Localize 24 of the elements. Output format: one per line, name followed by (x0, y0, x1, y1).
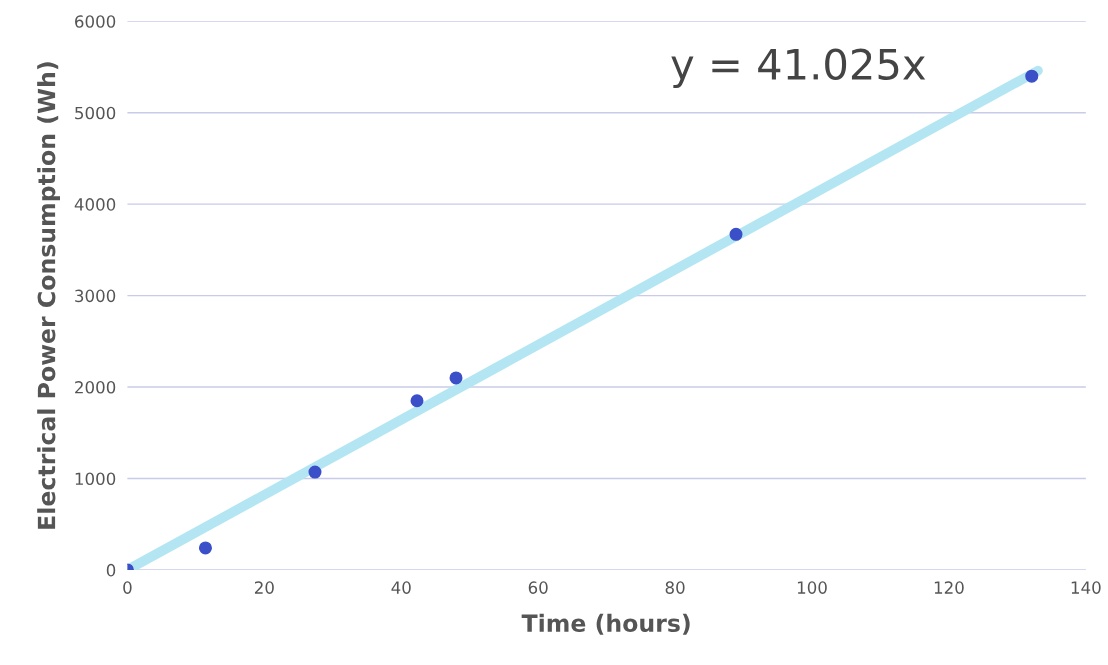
x-tick-label: 40 (391, 581, 411, 594)
x-tick-label: 140 (1071, 581, 1101, 594)
y-tick-label: 0 (106, 563, 116, 577)
y-tick-label: 5000 (75, 106, 116, 120)
x-tick-label: 0 (123, 581, 132, 594)
x-tick-label: 100 (797, 581, 827, 594)
point (729, 227, 743, 241)
y-tick-label: 4000 (74, 198, 116, 211)
y-axis-title: Electrical Power Consumption (Wh) (37, 62, 60, 529)
y-tick-label: 2000 (75, 380, 116, 394)
point (449, 371, 463, 385)
x-axis-title: Time (hours) (521, 613, 690, 635)
x-tick-label: 80 (665, 581, 685, 594)
y-tick-label: 3000 (75, 289, 116, 303)
point (198, 541, 212, 555)
y-tick-label: 6000 (75, 15, 116, 28)
annotation: y = 41.025x (671, 48, 926, 89)
x-tick-label: 20 (254, 581, 274, 594)
x-tick-label: 120 (934, 581, 964, 594)
point (1025, 69, 1039, 83)
point (410, 394, 424, 408)
y-tick-label: 1000 (75, 472, 116, 486)
x-tick-label: 60 (528, 581, 548, 594)
point (308, 465, 322, 479)
